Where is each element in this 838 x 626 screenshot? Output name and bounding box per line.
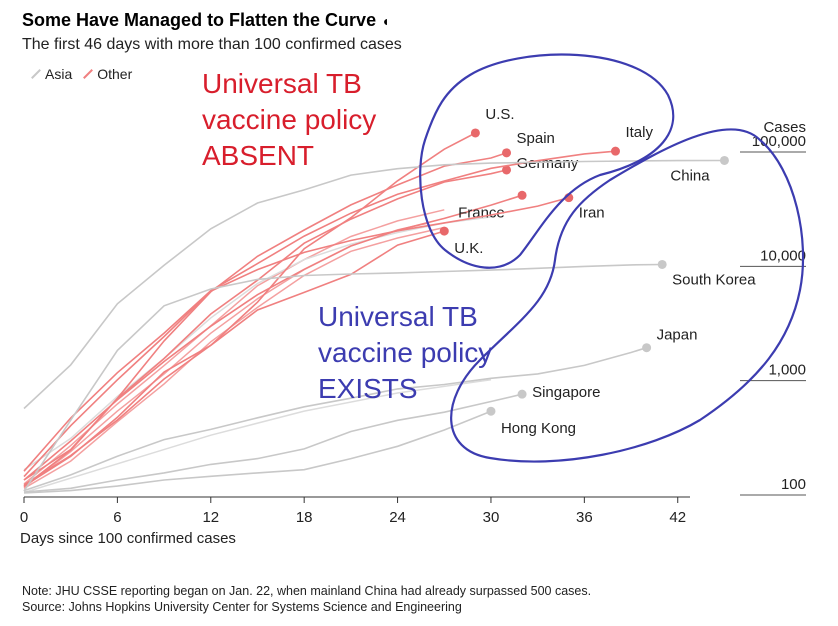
x-tick-label: 36 [576,509,593,526]
bullet-icon: ◖ [381,13,390,29]
series-endpoint-japan [642,343,652,353]
series-endpoint-spain [502,148,512,158]
annotation-blue-line: Universal TB [318,301,478,332]
series-label-italy: Italy [625,124,653,141]
x-axis-title: Days since 100 confirmed cases [20,530,236,547]
x-tick-label: 18 [296,509,313,526]
x-tick-label: 30 [483,509,500,526]
series-endpoint-china [719,155,729,165]
y-tick-label: 1,000 [768,362,806,379]
y-axis-title: Cases [763,119,806,136]
y-tick-label: 100 [781,476,806,493]
series-line-france [23,194,523,481]
series-line-south-korea [23,263,663,492]
series-label-japan: Japan [657,327,698,344]
series-line-iran [23,196,570,478]
series-line-singapore [23,393,523,493]
x-tick-label: 0 [20,509,28,526]
source-text: Source: Johns Hopkins University Center … [22,600,462,614]
note-text: Note: JHU CSSE reporting began on Jan. 2… [22,584,592,598]
annotation-red-line: Universal TB [202,68,362,99]
chart-subtitle: The first 46 days with more than 100 con… [22,36,402,53]
annotation-red-line: vaccine policy [202,104,376,135]
series-endpoint-germany [502,165,512,175]
series-line-u-k [23,230,445,487]
x-tick-label: 12 [202,509,219,526]
legend-item-asia: Asia [30,66,72,82]
chart-legend: Asia Other [30,66,132,82]
background-series-line [23,216,492,471]
series-label-spain: Spain [517,130,555,147]
series-line-u-s [23,132,476,486]
x-tick-label: 42 [669,509,686,526]
background-series-line [23,378,492,494]
annotation-blue-line: vaccine policy [318,337,492,368]
series-endpoint-hong-kong [486,406,496,416]
x-tick-label: 24 [389,509,406,526]
legend-label-asia: Asia [45,66,73,82]
series-endpoint-singapore [517,389,527,399]
series-endpoint-france [517,190,527,200]
series-label-germany: Germany [517,155,579,172]
series-label-south-korea: South Korea [672,271,756,288]
series-label-france: France [458,204,505,221]
series-line-japan [23,346,647,492]
series-endpoint-italy [610,146,620,156]
series-label-hong-kong: Hong Kong [501,420,576,437]
series-label-singapore: Singapore [532,384,600,401]
annotation-enclosure-bottom [450,128,805,463]
legend-item-other: Other [82,66,132,82]
series-endpoint-south-korea [657,259,667,269]
series-label-u-k: U.K. [454,240,483,257]
chart-title: Some Have Managed to Flatten the Curve ◖ [22,10,390,30]
series-endpoint-u-k [439,226,449,236]
series-label-iran: Iran [579,205,605,222]
annotation-blue-line: EXISTS [318,373,418,404]
legend-label-other: Other [97,66,133,82]
series-endpoint-u-s [470,128,480,138]
series-label-u-s: U.S. [485,106,514,123]
series-line-hong-kong [23,410,492,494]
x-tick-label: 6 [113,509,121,526]
series-label-china: China [670,167,710,184]
annotation-red-line: ABSENT [202,140,314,171]
y-tick-label: 10,000 [760,247,806,264]
annotation-enclosure-top [419,53,675,269]
series-line-china [23,159,725,410]
